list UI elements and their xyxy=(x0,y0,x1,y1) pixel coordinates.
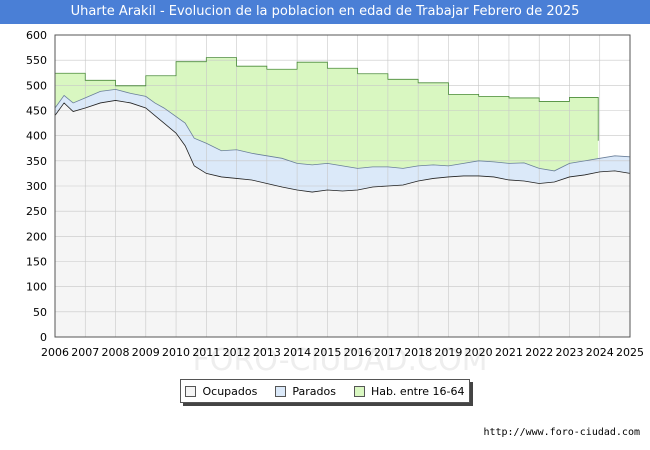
legend-label-parados: Parados xyxy=(292,384,336,398)
line-parados xyxy=(54,88,631,172)
x-tick-label: 2025 xyxy=(616,346,644,359)
x-tick-label: 2010 xyxy=(162,346,190,359)
plot-frame xyxy=(54,34,631,338)
line-hab-entre-16-64 xyxy=(55,57,599,141)
y-tick-label: 350 xyxy=(26,155,47,168)
x-tick-label: 2007 xyxy=(71,346,99,359)
legend-label-ocupados: Ocupados xyxy=(202,384,258,398)
y-tick-label: 250 xyxy=(26,205,47,218)
x-tick-label: 2011 xyxy=(192,346,220,359)
y-tick-label: 150 xyxy=(26,256,47,269)
x-tick-label: 2016 xyxy=(344,346,372,359)
legend-label-habitantes: Hab. entre 16-64 xyxy=(370,384,465,398)
x-tick-label: 2020 xyxy=(465,346,493,359)
legend-swatch-parados xyxy=(275,385,287,397)
legend-item-parados: Parados xyxy=(275,385,336,398)
y-tick-label: 600 xyxy=(26,29,47,42)
legend-swatch-ocupados xyxy=(185,385,197,397)
chart-title: Uharte Arakil - Evolucion de la poblacio… xyxy=(0,0,650,24)
legend-swatch-habitantes xyxy=(353,385,365,397)
line-ocupados xyxy=(54,100,631,193)
footer-url: http://www.foro-ciudad.com xyxy=(483,427,640,438)
y-tick-label: 400 xyxy=(26,130,47,143)
x-tick-label: 2009 xyxy=(132,346,160,359)
x-tick-label: 2008 xyxy=(102,346,130,359)
y-tick-label: 200 xyxy=(26,230,47,243)
y-tick-label: 0 xyxy=(40,331,47,344)
y-tick-label: 100 xyxy=(26,281,47,294)
x-tick-label: 2012 xyxy=(223,346,251,359)
y-tick-label: 500 xyxy=(26,79,47,92)
x-tick-label: 2018 xyxy=(404,346,432,359)
legend-item-ocupados: Ocupados xyxy=(185,385,257,398)
x-tick-label: 2019 xyxy=(434,346,462,359)
y-tick-label: 450 xyxy=(26,105,47,118)
legend-item-habitantes: Hab. entre 16-64 xyxy=(353,384,465,398)
x-tick-label: 2023 xyxy=(555,346,583,359)
x-tick-label: 2014 xyxy=(283,346,311,359)
y-tick-label: 300 xyxy=(26,180,47,193)
x-tick-label: 2022 xyxy=(525,346,553,359)
y-tick-label: 50 xyxy=(33,306,47,319)
chart-legend: Ocupados Parados Hab. entre 16-64 xyxy=(180,379,470,403)
x-tick-label: 2024 xyxy=(586,346,614,359)
x-tick-label: 2006 xyxy=(41,346,69,359)
x-tick-label: 2021 xyxy=(495,346,523,359)
area-ocupados xyxy=(55,100,630,337)
x-tick-label: 2017 xyxy=(374,346,402,359)
x-tick-label: 2013 xyxy=(253,346,281,359)
y-tick-label: 550 xyxy=(26,54,47,67)
watermark-text: FORO-CIUDAD.COM xyxy=(193,343,488,378)
x-tick-label: 2015 xyxy=(313,346,341,359)
